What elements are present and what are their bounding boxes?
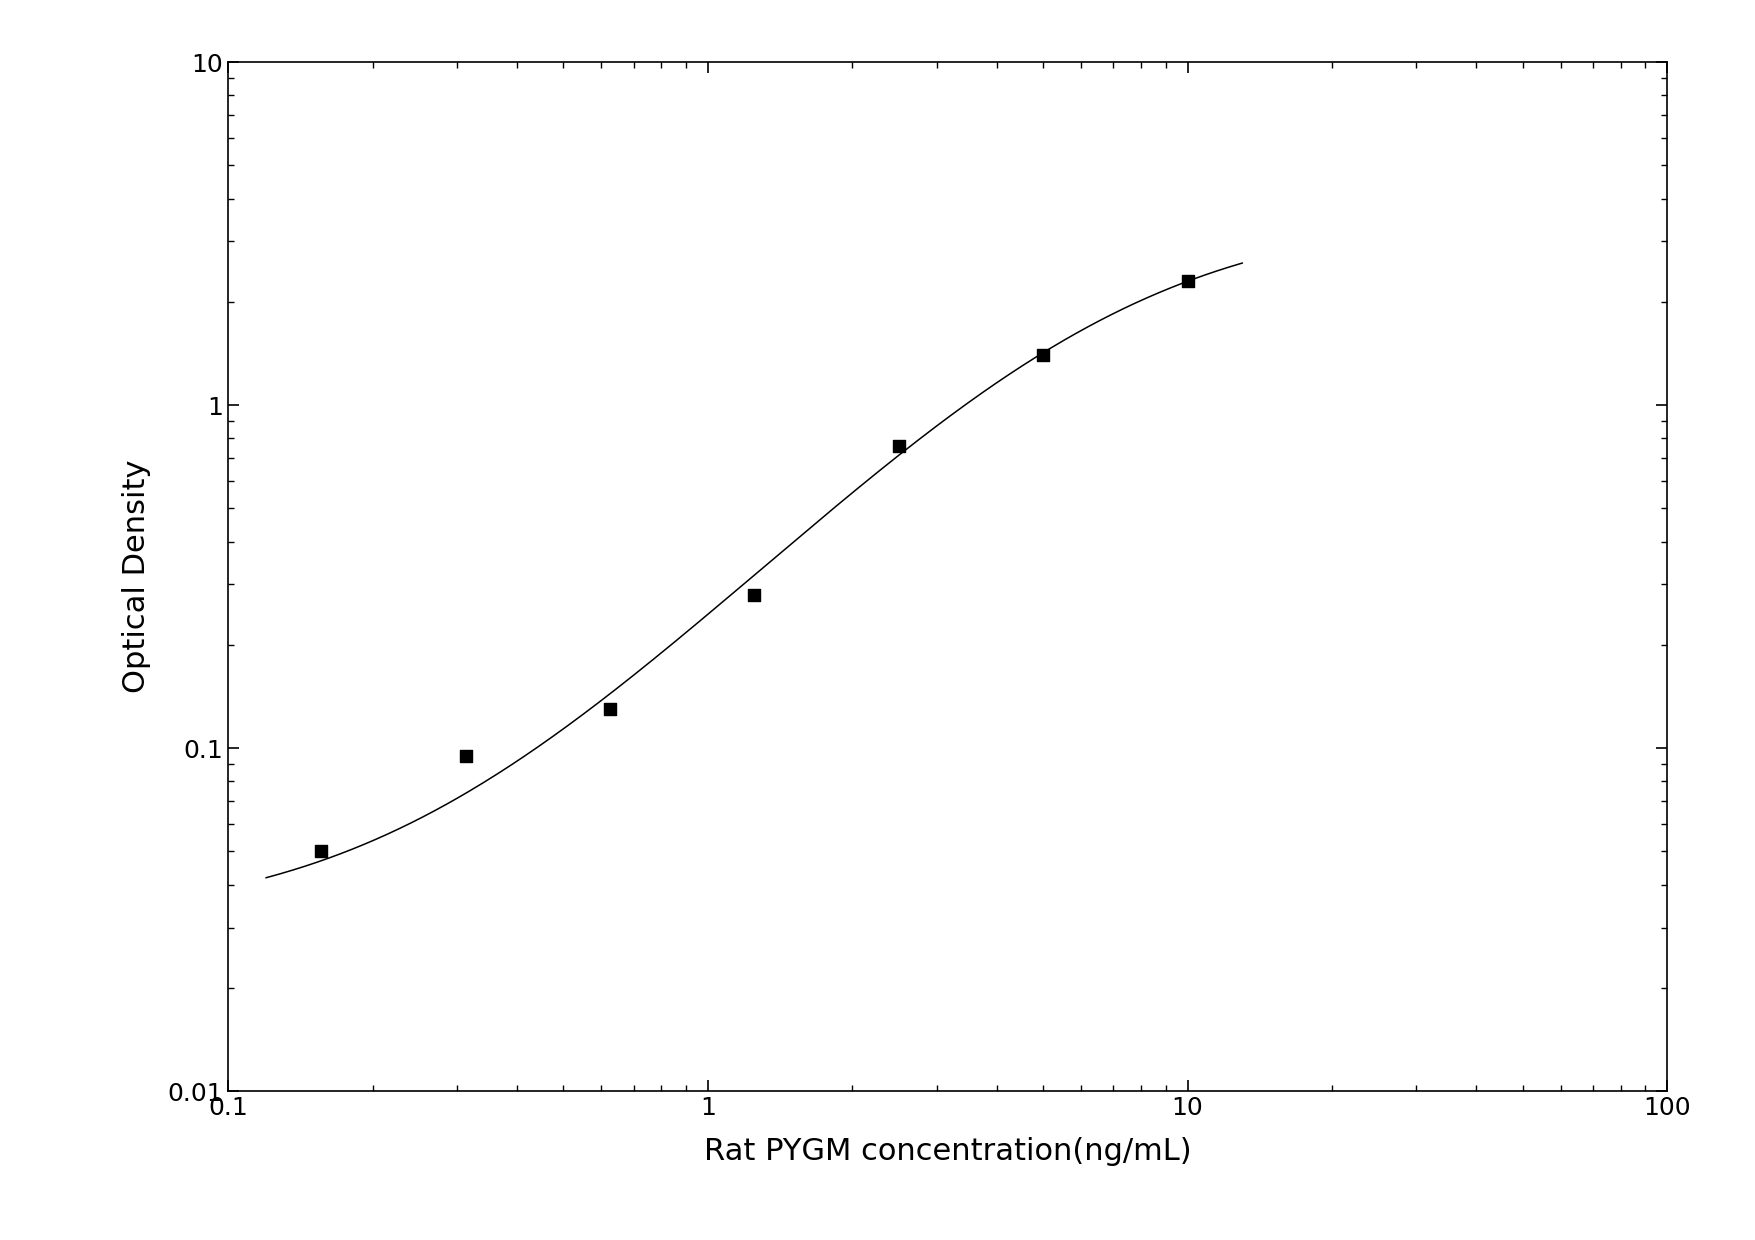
Point [451, 745, 479, 765]
X-axis label: Rat PYGM concentration(ng/mL): Rat PYGM concentration(ng/mL) [704, 1137, 1192, 1166]
Point [885, 436, 913, 456]
Point [1028, 345, 1057, 365]
Point [1174, 272, 1202, 291]
Point [741, 585, 769, 605]
Point [307, 842, 335, 862]
Point [597, 699, 625, 719]
Y-axis label: Optical Density: Optical Density [123, 460, 151, 693]
